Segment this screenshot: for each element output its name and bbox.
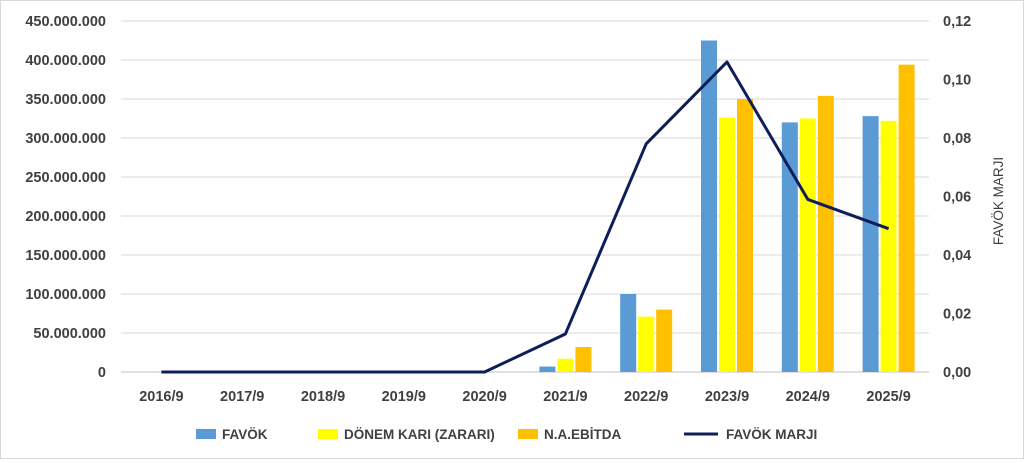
legend-swatch <box>196 429 216 439</box>
left-tick-label: 50.000.000 <box>33 326 106 342</box>
left-tick-label: 350.000.000 <box>25 92 106 108</box>
bar <box>701 40 717 372</box>
left-tick-label: 300.000.000 <box>25 131 106 147</box>
legend-label: FAVÖK <box>222 427 268 442</box>
right-tick-label: 0,02 <box>943 307 971 323</box>
bar <box>862 116 879 372</box>
line-series <box>161 60 890 374</box>
legend-swatch <box>518 429 538 439</box>
right-tick-label: 0,10 <box>943 73 971 89</box>
legend-label: FAVÖK MARJI <box>726 427 817 442</box>
x-axis-ticks: 2016/9 2017/9 2018/9 2019/9 2020/9 2021/9 2022… <box>139 389 911 405</box>
x-tick-label: 2019/9 <box>382 389 426 405</box>
left-tick-label: 200.000.000 <box>25 209 106 225</box>
legend-swatch <box>318 429 338 439</box>
x-tick-label: 2021/9 <box>543 389 587 405</box>
left-tick-label: 250.000.000 <box>25 170 106 186</box>
bar <box>539 366 556 372</box>
bar <box>638 316 655 372</box>
x-tick-label: 2016/9 <box>139 389 183 405</box>
x-tick-label: 2025/9 <box>866 389 910 405</box>
right-axis-ticks: 0,00 0,02 0,04 0,06 0,08 0,10 0,12 <box>943 14 971 381</box>
bar <box>898 64 915 373</box>
left-tick-label: 400.000.000 <box>25 53 106 69</box>
right-tick-label: 0,08 <box>943 131 971 147</box>
x-tick-label: 2022/9 <box>624 389 668 405</box>
bar <box>620 294 637 372</box>
x-tick-label: 2024/9 <box>786 389 830 405</box>
bar <box>719 117 735 372</box>
left-tick-label: 150.000.000 <box>25 248 106 264</box>
bar <box>880 120 897 372</box>
bar-series <box>539 40 915 373</box>
bar <box>737 99 753 372</box>
x-tick-label: 2023/9 <box>705 389 749 405</box>
bar <box>575 347 592 372</box>
right-tick-label: 0,04 <box>943 248 971 264</box>
right-tick-label: 0,06 <box>943 190 971 206</box>
favok-marji-line <box>161 60 890 374</box>
x-tick-label: 2017/9 <box>220 389 264 405</box>
left-tick-label: 100.000.000 <box>25 287 106 303</box>
left-tick-label: 0 <box>98 365 106 381</box>
left-tick-label: 450.000.000 <box>25 14 106 30</box>
bar <box>656 309 673 372</box>
right-tick-label: 0,00 <box>943 365 971 381</box>
legend: FAVÖK DÖNEM KARI (ZARARI) N.A.EBİTDA FAVÖK … <box>196 427 817 442</box>
x-tick-label: 2018/9 <box>301 389 345 405</box>
gridlines <box>121 20 929 373</box>
right-tick-label: 0,12 <box>943 14 971 30</box>
legend-label: DÖNEM KARI (ZARARI) <box>344 427 495 442</box>
bar <box>799 118 816 372</box>
right-axis-title: FAVÖK MARJI <box>991 157 1006 245</box>
legend-label: N.A.EBİTDA <box>544 427 622 442</box>
bar <box>557 358 574 372</box>
bar <box>817 95 834 372</box>
bar <box>781 122 798 373</box>
left-axis-ticks: 0 50.000.000 100.000.000 150.000.000 200.000… <box>25 14 106 381</box>
x-tick-label: 2020/9 <box>462 389 506 405</box>
